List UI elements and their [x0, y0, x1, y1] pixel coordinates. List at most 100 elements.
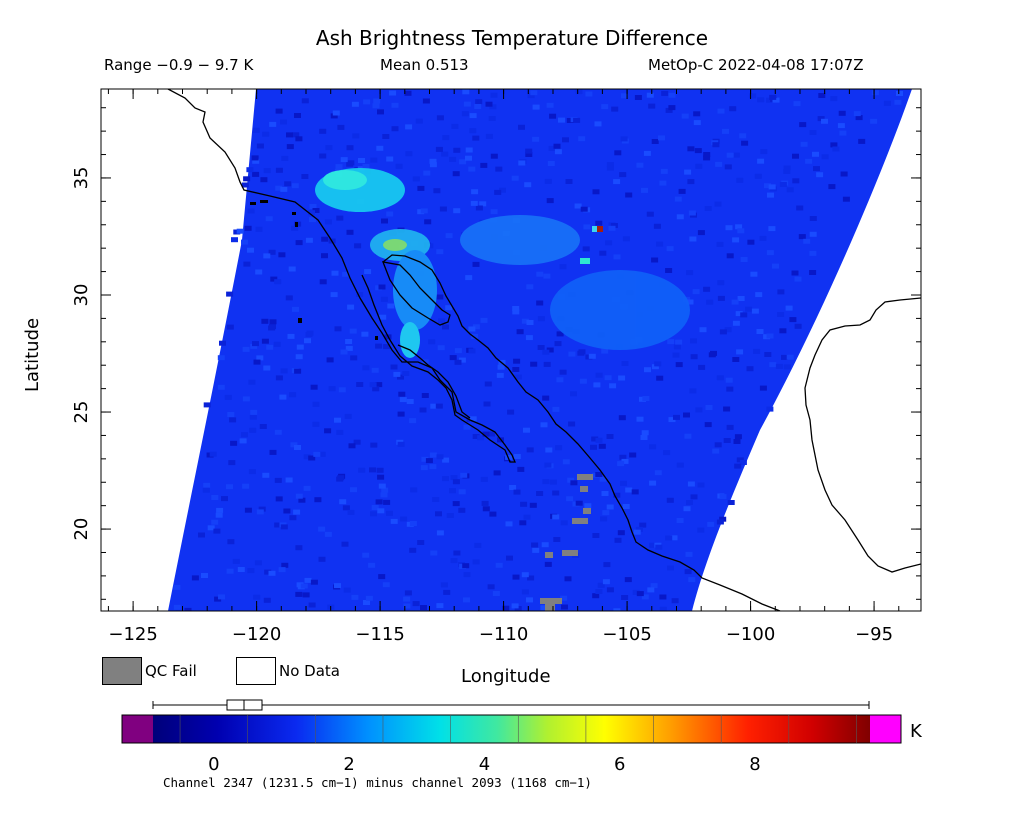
swath-pixel: [706, 299, 714, 305]
swath-pixel: [463, 424, 471, 430]
swath-pixel: [445, 233, 453, 239]
swath-pixel: [469, 128, 477, 134]
swath-pixel: [420, 605, 427, 610]
swath-pixel: [462, 563, 470, 569]
swath-pixel: [789, 317, 797, 323]
swath-pixel: [649, 480, 657, 486]
swath-pixel: [520, 501, 528, 507]
swath-pixel: [452, 479, 460, 485]
swath-pixel: [217, 384, 225, 390]
colorbar-tick-label: 0: [208, 754, 219, 775]
swath-pixel: [537, 316, 545, 322]
swath-pixel: [670, 535, 678, 541]
swath-pixel: [368, 562, 376, 568]
swath-pixel: [821, 118, 828, 124]
swath-pixel: [821, 154, 829, 160]
swath-pixel: [405, 124, 413, 130]
swath-pixel: [523, 514, 531, 520]
lat-tick-label: 35: [71, 166, 92, 189]
swath-pixel: [226, 484, 233, 490]
lat-tick-label: 25: [71, 401, 92, 424]
hot-pixel: [597, 226, 603, 232]
swath-pixel: [280, 368, 288, 374]
colorbar-underflow: [122, 715, 153, 743]
swath-pixel: [736, 349, 744, 355]
swath-pixel: [739, 460, 747, 465]
swath-pixel: [253, 359, 261, 365]
swath-pixel: [698, 364, 706, 370]
swath-pixel: [641, 187, 648, 193]
swath-pixel: [521, 589, 529, 595]
swath-pixel: [838, 110, 846, 116]
swath-pixel: [684, 169, 692, 175]
swath-pixel: [253, 594, 261, 600]
swath-pixel: [654, 361, 662, 367]
swath-pixel: [595, 472, 603, 477]
swath-pixel: [513, 489, 521, 495]
swath-pixel: [719, 494, 727, 500]
swath-pixel: [211, 519, 219, 525]
swath-pixel: [699, 327, 707, 333]
swath-pixel: [791, 270, 799, 276]
swath-pixel: [777, 289, 785, 295]
swath-pixel: [737, 296, 745, 301]
swath-pixel: [552, 490, 560, 496]
swath-pixel: [463, 101, 471, 107]
swath-pixel: [536, 300, 544, 306]
swath-pixel: [570, 391, 577, 397]
swath-pixel: [499, 187, 506, 193]
swath-pixel: [525, 335, 533, 341]
swath-pixel: [472, 324, 480, 330]
california-coastline: [167, 89, 516, 463]
swath-pixel: [280, 186, 288, 192]
swath-pixel: [409, 521, 417, 526]
swath-pixel: [716, 519, 724, 525]
swath-pixel: [349, 328, 357, 334]
swath-pixel: [255, 226, 263, 232]
swath-pixel: [759, 235, 767, 241]
swath-pixel: [732, 320, 740, 326]
swath-pixel: [619, 172, 627, 178]
swath-pixel: [303, 485, 311, 491]
swath-pixel: [599, 476, 607, 482]
swath-pixel: [442, 457, 450, 463]
colorbar-overflow: [870, 715, 901, 743]
swath-pixel: [747, 239, 755, 245]
swath-pixel: [593, 382, 601, 388]
swath-pixel: [209, 451, 217, 457]
swath-pixel: [423, 170, 431, 176]
swath-pixel: [256, 355, 264, 361]
swath-pixel: [736, 457, 744, 463]
colorbar-tick-label: 6: [614, 754, 625, 775]
swath-pixel: [258, 506, 266, 512]
swath-pixel: [707, 521, 715, 527]
swath-pixel: [382, 134, 390, 139]
swath-pixel: [618, 415, 626, 421]
swath-pixel: [465, 275, 473, 281]
swath-pixel: [554, 341, 562, 347]
swath-pixel: [692, 289, 700, 295]
swath-pixel: [667, 339, 675, 345]
swath-pixel: [614, 537, 622, 543]
swath-pixel: [255, 269, 263, 275]
swath-pixel: [409, 547, 417, 553]
swath-pixel: [606, 504, 614, 510]
swath-pixel: [617, 530, 625, 536]
swath-pixel: [227, 412, 235, 417]
swath-pixel: [383, 499, 391, 505]
swath-pixel: [474, 104, 482, 109]
swath-pixel: [472, 261, 480, 267]
swath-pixel: [794, 323, 802, 329]
swath-pixel: [292, 306, 299, 312]
swath-pixel: [785, 305, 793, 311]
swath-pixel: [213, 528, 221, 534]
swath-pixel: [328, 386, 336, 392]
swath-pixel: [732, 357, 740, 362]
swath-pixel: [492, 591, 500, 596]
swath-pixel: [603, 562, 611, 568]
swath-pixel: [376, 145, 384, 151]
swath-pixel: [364, 269, 372, 275]
colorbar: 0 2 4 6 8: [121, 699, 902, 775]
swath-pixel: [548, 145, 556, 151]
swath-pixel: [391, 126, 399, 132]
